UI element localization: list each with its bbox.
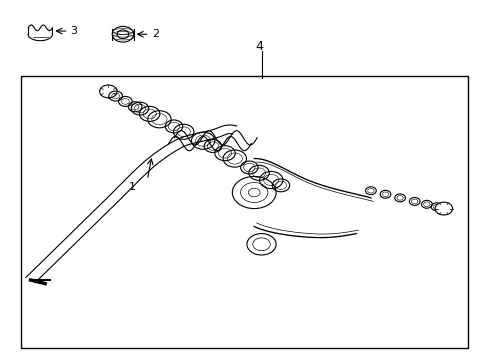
Text: 2: 2: [151, 29, 159, 39]
Bar: [21, 76, 467, 348]
Text: 1: 1: [129, 182, 136, 192]
Circle shape: [434, 202, 452, 215]
Text: 4: 4: [255, 40, 263, 53]
Text: 3: 3: [70, 26, 77, 36]
